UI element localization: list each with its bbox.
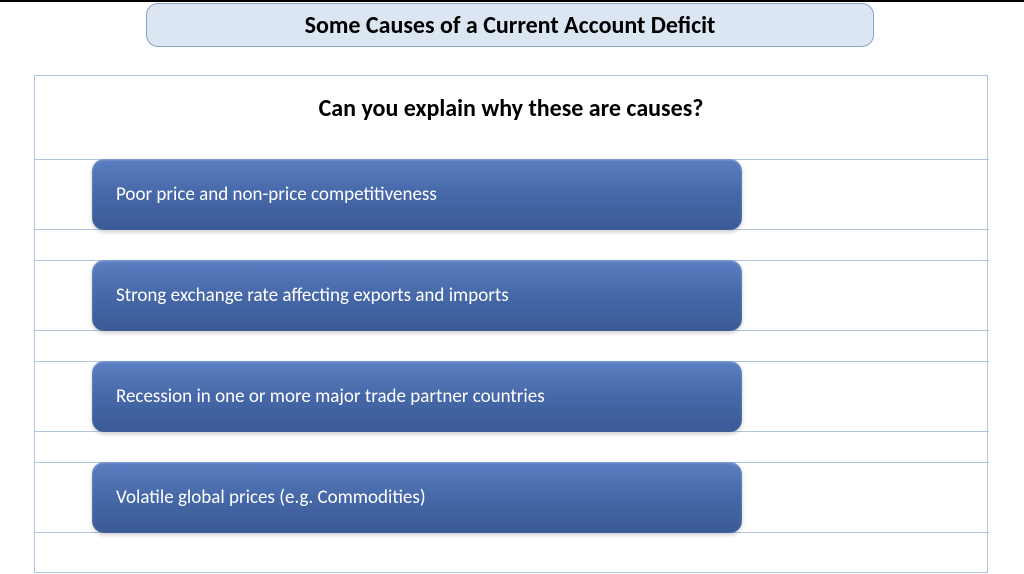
cause-label: Recession in one or more major trade par… (116, 385, 545, 408)
cause-item: Recession in one or more major trade par… (92, 361, 742, 432)
cause-item: Poor price and non-price competitiveness (92, 159, 742, 230)
cause-item: Strong exchange rate affecting exports a… (92, 260, 742, 331)
cause-label: Strong exchange rate affecting exports a… (116, 284, 509, 307)
cause-label: Poor price and non-price competitiveness (116, 183, 437, 206)
slide-title: Some Causes of a Current Account Deficit (305, 11, 716, 40)
slide-subtitle: Can you explain why these are causes? (35, 94, 987, 123)
title-box: Some Causes of a Current Account Deficit (146, 3, 874, 47)
cause-item: Volatile global prices (e.g. Commodities… (92, 462, 742, 533)
cause-label: Volatile global prices (e.g. Commodities… (116, 486, 426, 509)
content-box: Can you explain why these are causes? Po… (34, 75, 988, 573)
